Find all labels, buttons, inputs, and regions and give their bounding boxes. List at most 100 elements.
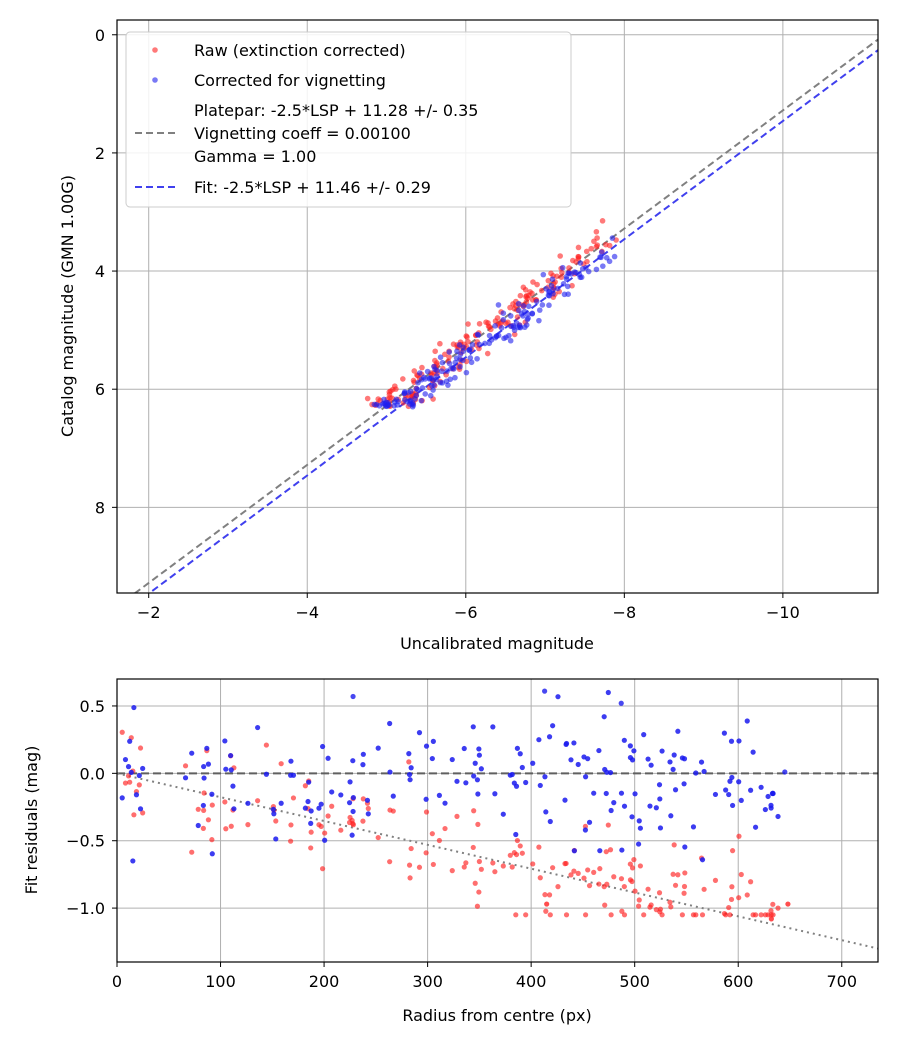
residual-raw-point xyxy=(442,825,448,832)
residual-corrected-point xyxy=(726,791,732,798)
residual-corrected-point xyxy=(729,774,735,781)
residual-raw-point xyxy=(726,904,732,911)
residual-raw-point xyxy=(474,903,481,909)
corrected-point xyxy=(433,376,439,383)
corrected-point xyxy=(418,397,425,404)
residual-corrected-point xyxy=(475,791,481,797)
residual-raw-point xyxy=(517,843,523,849)
residual-corrected-point xyxy=(245,800,251,806)
residual-corrected-point xyxy=(701,768,707,775)
bottom-axes-frame xyxy=(116,678,879,963)
residual-outlier-point xyxy=(782,769,788,775)
raw-point xyxy=(494,315,501,321)
residual-corrected-point xyxy=(637,825,643,831)
residual-corrected-point xyxy=(408,765,414,771)
residual-corrected-point xyxy=(305,798,311,805)
residual-corrected-point xyxy=(603,790,609,797)
residual-raw-point xyxy=(406,862,413,868)
corrected-point xyxy=(525,315,531,321)
residual-corrected-point xyxy=(492,791,498,797)
corrected-point xyxy=(536,307,543,313)
top-y-axis-label: Catalog magnitude (GMN 1.00G) xyxy=(58,175,77,437)
raw-point xyxy=(484,350,491,357)
residual-corrected-point xyxy=(349,832,355,838)
residual-raw-point xyxy=(636,897,642,903)
residual-raw-point xyxy=(744,892,750,898)
raw-point xyxy=(463,333,470,339)
residual-raw-point xyxy=(542,892,548,898)
residual-corrected-point xyxy=(621,803,628,809)
raw-point xyxy=(520,284,527,291)
residual-raw-point xyxy=(511,850,517,856)
residual-corrected-point xyxy=(200,802,206,809)
raw-point xyxy=(566,265,572,271)
residual-raw-point xyxy=(582,823,589,830)
residual-raw-point xyxy=(568,872,574,878)
raw-point xyxy=(465,338,471,345)
top-x-tick-label: −10 xyxy=(766,603,800,622)
corrected-point xyxy=(466,347,472,353)
residual-corrected-point xyxy=(133,792,140,798)
residual-raw-point xyxy=(648,902,654,908)
residual-raw-point xyxy=(603,849,609,855)
residual-corrected-point xyxy=(657,796,663,802)
raw-point xyxy=(588,245,595,252)
residual-corrected-point xyxy=(223,766,229,772)
corrected-point xyxy=(501,335,507,342)
residual-raw-point xyxy=(547,912,553,918)
residual-raw-point xyxy=(513,912,519,918)
residual-raw-point xyxy=(581,875,587,881)
residual-corrected-point xyxy=(681,781,687,787)
raw-point xyxy=(364,395,371,402)
corrected-point xyxy=(454,348,460,355)
residual-corrected-point xyxy=(546,734,553,740)
residual-raw-point xyxy=(563,912,570,918)
residual-raw-point xyxy=(627,861,633,867)
corrected-point xyxy=(427,392,434,399)
residual-raw-point xyxy=(200,825,206,831)
residual-corrected-point xyxy=(195,822,201,829)
residual-corrected-point xyxy=(562,797,568,803)
bottom-x-tick-label: 400 xyxy=(516,972,547,991)
residual-raw-point xyxy=(668,904,674,910)
residual-raw-point xyxy=(729,884,735,890)
residual-corrected-point xyxy=(517,751,523,757)
raw-point xyxy=(599,218,606,224)
residual-corrected-point xyxy=(768,805,774,811)
residual-raw-point xyxy=(470,844,476,851)
raw-point xyxy=(569,282,575,289)
residual-corrected-point xyxy=(601,714,607,720)
corrected-point xyxy=(475,332,481,338)
residual-raw-point xyxy=(131,812,137,818)
residual-outlier-point xyxy=(350,693,356,700)
corrected-point xyxy=(457,356,463,363)
corrected-point xyxy=(486,332,493,339)
residual-raw-point xyxy=(629,878,635,885)
residual-corrected-point xyxy=(406,771,413,778)
raw-point xyxy=(558,274,565,280)
residual-raw-point xyxy=(325,813,331,819)
residual-corrected-point xyxy=(729,802,736,809)
residual-corrected-point xyxy=(209,791,215,797)
corrected-point xyxy=(463,369,470,376)
residual-raw-point xyxy=(736,833,742,839)
corrected-point xyxy=(467,355,474,361)
raw-point xyxy=(557,253,563,259)
bottom-x-tick-label: 300 xyxy=(412,972,443,991)
residual-raw-point xyxy=(322,830,328,836)
residual-raw-point xyxy=(656,890,663,896)
residual-raw-point xyxy=(608,912,614,918)
residual-corrected-point xyxy=(736,738,742,744)
residual-corrected-point xyxy=(635,841,642,847)
residual-corrected-point xyxy=(360,762,366,768)
residual-corrected-point xyxy=(571,740,577,746)
top-y-ticks: 0 2 4 6 8 xyxy=(95,26,117,517)
raw-point xyxy=(530,279,536,285)
top-y-tick-label: 2 xyxy=(95,144,105,163)
residual-corrected-point xyxy=(744,718,750,724)
residual-raw-point xyxy=(632,888,638,894)
corrected-point xyxy=(452,374,458,381)
residual-corrected-point xyxy=(568,757,574,763)
residual-corrected-point xyxy=(536,737,542,743)
residual-corrected-point xyxy=(608,807,614,814)
